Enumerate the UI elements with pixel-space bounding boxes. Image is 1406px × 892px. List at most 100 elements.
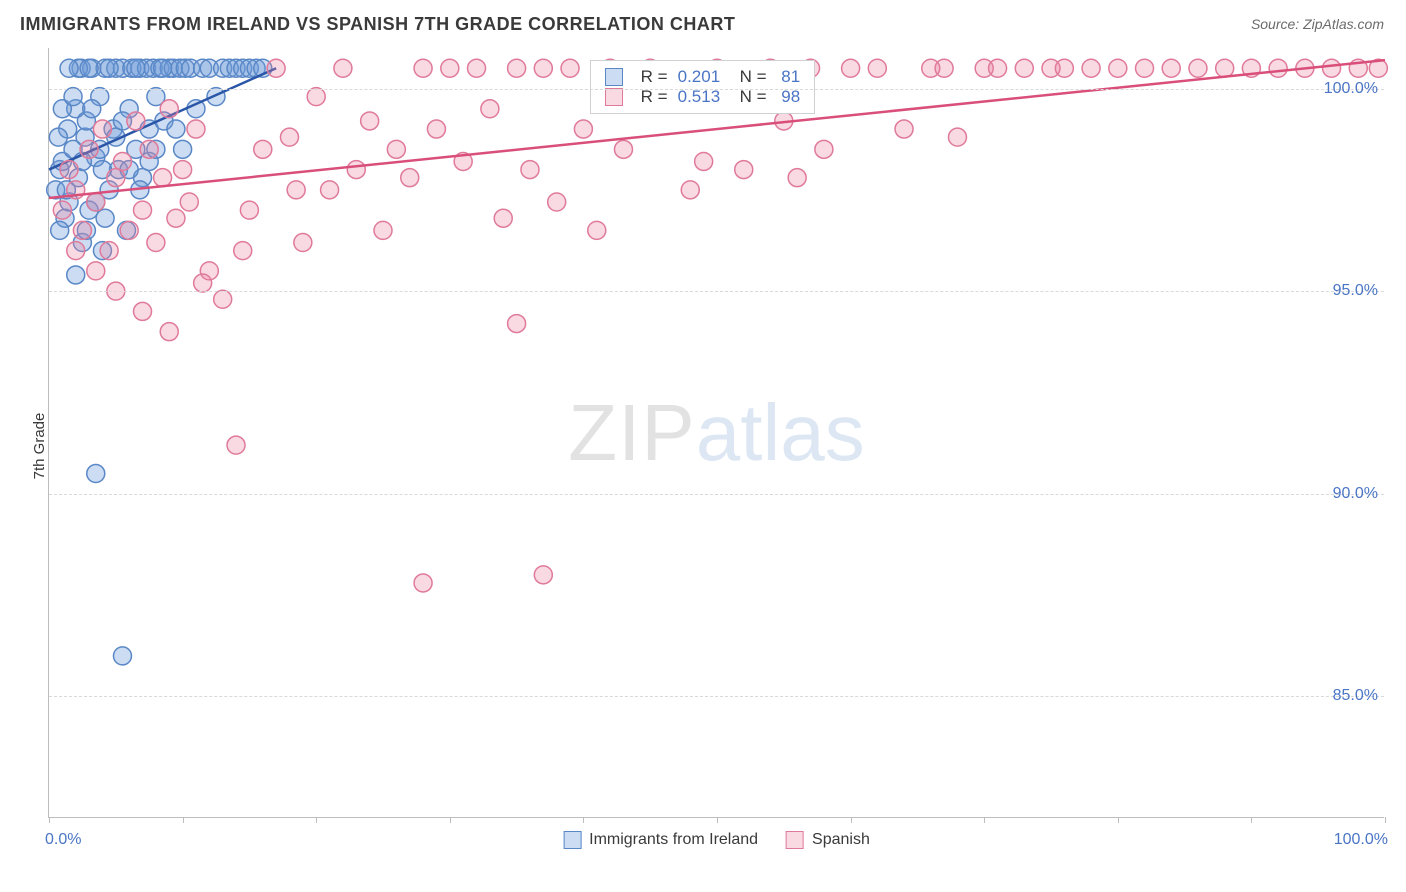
scatter-point bbox=[1055, 59, 1073, 77]
legend-item: Immigrants from Ireland bbox=[563, 831, 758, 849]
scatter-point bbox=[113, 647, 131, 665]
scatter-point bbox=[935, 59, 953, 77]
legend-n-value: 98 bbox=[777, 87, 801, 107]
scatter-point bbox=[51, 221, 69, 239]
scatter-point bbox=[468, 59, 486, 77]
legend-r-label: R = bbox=[641, 67, 668, 87]
scatter-point bbox=[494, 209, 512, 227]
scatter-point bbox=[64, 88, 82, 106]
scatter-point bbox=[87, 262, 105, 280]
scatter-point bbox=[80, 140, 98, 158]
scatter-point bbox=[481, 100, 499, 118]
scatter-point bbox=[127, 112, 145, 130]
xtick bbox=[851, 817, 852, 823]
scatter-point bbox=[361, 112, 379, 130]
scatter-point bbox=[60, 59, 78, 77]
ytick-label: 90.0% bbox=[1333, 485, 1378, 503]
xtick bbox=[1251, 817, 1252, 823]
ytick-label: 100.0% bbox=[1324, 80, 1378, 98]
scatter-point bbox=[287, 181, 305, 199]
scatter-point bbox=[167, 209, 185, 227]
scatter-point bbox=[508, 315, 526, 333]
scatter-point bbox=[227, 436, 245, 454]
legend-swatch bbox=[563, 831, 581, 849]
scatter-point bbox=[154, 59, 172, 77]
y-axis-label: 7th Grade bbox=[31, 413, 48, 480]
xtick bbox=[1118, 817, 1119, 823]
scatter-point bbox=[174, 140, 192, 158]
scatter-point bbox=[100, 59, 118, 77]
legend-row: R = 0.513 N = 98 bbox=[605, 87, 801, 107]
scatter-point bbox=[80, 59, 98, 77]
series-legend: Immigrants from Ireland Spanish bbox=[563, 831, 870, 849]
legend-swatch bbox=[605, 68, 623, 86]
scatter-point bbox=[187, 120, 205, 138]
scatter-point bbox=[87, 465, 105, 483]
scatter-point bbox=[1162, 59, 1180, 77]
xtick bbox=[316, 817, 317, 823]
scatter-point bbox=[214, 290, 232, 308]
scatter-point bbox=[100, 242, 118, 260]
xtick bbox=[1385, 817, 1386, 823]
legend-n-value: 81 bbox=[777, 67, 801, 87]
scatter-point bbox=[1082, 59, 1100, 77]
plot-area: ZIPatlas R = 0.201 N = 81R = 0.513 N = 9… bbox=[48, 48, 1384, 818]
scatter-point bbox=[127, 59, 145, 77]
xtick-label: 0.0% bbox=[45, 831, 81, 849]
scatter-point bbox=[895, 120, 913, 138]
legend-r-value: 0.201 bbox=[678, 67, 721, 87]
scatter-point bbox=[989, 59, 1007, 77]
scatter-point bbox=[387, 140, 405, 158]
scatter-point bbox=[548, 193, 566, 211]
scatter-point bbox=[147, 234, 165, 252]
scatter-point bbox=[160, 100, 178, 118]
xtick bbox=[183, 817, 184, 823]
xtick bbox=[450, 817, 451, 823]
legend-swatch bbox=[605, 88, 623, 106]
scatter-point bbox=[240, 201, 258, 219]
scatter-point bbox=[49, 128, 67, 146]
legend-swatch bbox=[786, 831, 804, 849]
scatter-point bbox=[160, 323, 178, 341]
scatter-svg bbox=[49, 48, 1384, 817]
chart-title: IMMIGRANTS FROM IRELAND VS SPANISH 7TH G… bbox=[20, 14, 735, 35]
scatter-point bbox=[401, 169, 419, 187]
legend-r-value: 0.513 bbox=[678, 87, 721, 107]
scatter-point bbox=[234, 242, 252, 260]
scatter-point bbox=[60, 161, 78, 179]
gridline-h bbox=[49, 291, 1384, 292]
scatter-point bbox=[67, 266, 85, 284]
legend-item: Spanish bbox=[786, 831, 870, 849]
scatter-point bbox=[67, 242, 85, 260]
scatter-point bbox=[681, 181, 699, 199]
scatter-point bbox=[347, 161, 365, 179]
legend-label: Immigrants from Ireland bbox=[589, 831, 758, 848]
scatter-point bbox=[134, 302, 152, 320]
scatter-point bbox=[167, 120, 185, 138]
source-label: Source: ZipAtlas.com bbox=[1251, 16, 1384, 32]
scatter-point bbox=[1216, 59, 1234, 77]
ytick-label: 95.0% bbox=[1333, 282, 1378, 300]
scatter-point bbox=[1015, 59, 1033, 77]
scatter-point bbox=[73, 221, 91, 239]
scatter-point bbox=[534, 59, 552, 77]
scatter-point bbox=[120, 221, 138, 239]
xtick bbox=[49, 817, 50, 823]
scatter-point bbox=[842, 59, 860, 77]
scatter-point bbox=[427, 120, 445, 138]
scatter-point bbox=[254, 140, 272, 158]
scatter-point bbox=[508, 59, 526, 77]
scatter-point bbox=[735, 161, 753, 179]
scatter-point bbox=[107, 169, 125, 187]
scatter-point bbox=[788, 169, 806, 187]
scatter-point bbox=[1109, 59, 1127, 77]
xtick bbox=[984, 817, 985, 823]
scatter-point bbox=[180, 193, 198, 211]
xtick-label: 100.0% bbox=[1334, 831, 1388, 849]
scatter-point bbox=[1189, 59, 1207, 77]
scatter-point bbox=[614, 140, 632, 158]
scatter-point bbox=[53, 201, 71, 219]
scatter-point bbox=[374, 221, 392, 239]
scatter-point bbox=[267, 59, 285, 77]
scatter-point bbox=[561, 59, 579, 77]
